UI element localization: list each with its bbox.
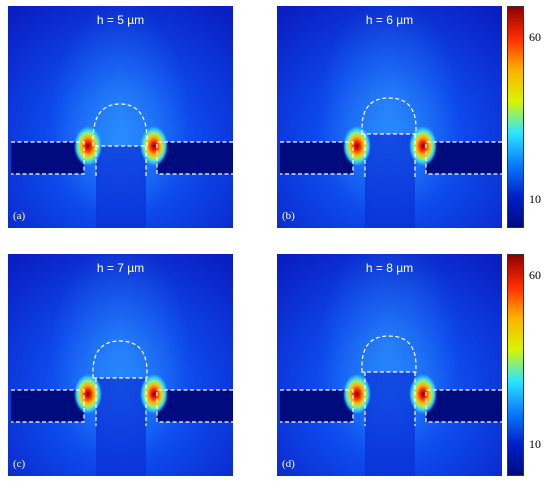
hot-spot-right [140,374,168,414]
field-map-c [8,254,233,476]
panel-title: h = 6 µm [365,13,414,27]
panel-label: (a) [13,210,26,222]
right-slab [426,390,502,422]
panel-c: h = 7 µm (c) [8,254,233,476]
cap-outline [92,340,148,379]
cap-outline [92,103,148,147]
right-slab-outline [156,141,233,175]
cap-outline [361,335,417,373]
left-slab [280,142,353,174]
right-slab [157,142,233,174]
panel-title: h = 8 µm [365,261,414,275]
right-slab-outline [425,141,502,175]
colorbar-top [507,6,524,228]
left-slab-outline [280,389,354,423]
field-map-d [277,254,502,476]
colorbar-tick-min: 10 [529,192,541,206]
panel-d: h = 8 µm (d) [277,254,502,476]
colorbar-gradient [507,254,524,476]
panel-title: h = 5 µm [96,13,145,27]
left-slab-outline [11,141,85,175]
left-slab [280,390,353,422]
panel-a: h = 5 µm (a) [8,6,233,228]
left-slab-outline [11,389,85,423]
panel-label: (d) [282,458,295,470]
hot-spot-right [409,126,437,166]
colorbar-tick-min: 10 [529,437,541,451]
colorbar-tick-max: 60 [529,30,541,44]
right-slab-outline [156,389,233,423]
cap-outline [361,97,417,135]
panel-title: h = 7 µm [96,261,145,275]
hot-spot-right [409,374,437,414]
left-slab [11,142,84,174]
colorbar-gradient [507,6,524,228]
field-map-a [8,6,233,228]
field-map-b [277,6,502,228]
panel-label: (b) [282,210,295,222]
hot-spot-left [74,374,102,414]
hot-spot-left [343,126,371,166]
left-slab-outline [280,141,354,175]
hot-spot-left [343,374,371,414]
right-slab [426,142,502,174]
right-slab [157,390,233,422]
colorbar-bottom [507,254,524,476]
colorbar-tick-max: 60 [529,268,541,282]
panel-b: h = 6 µm (b) [277,6,502,228]
left-slab [11,390,84,422]
panel-label: (c) [13,458,26,470]
right-slab-outline [425,389,502,423]
hot-spot-left [74,126,102,166]
